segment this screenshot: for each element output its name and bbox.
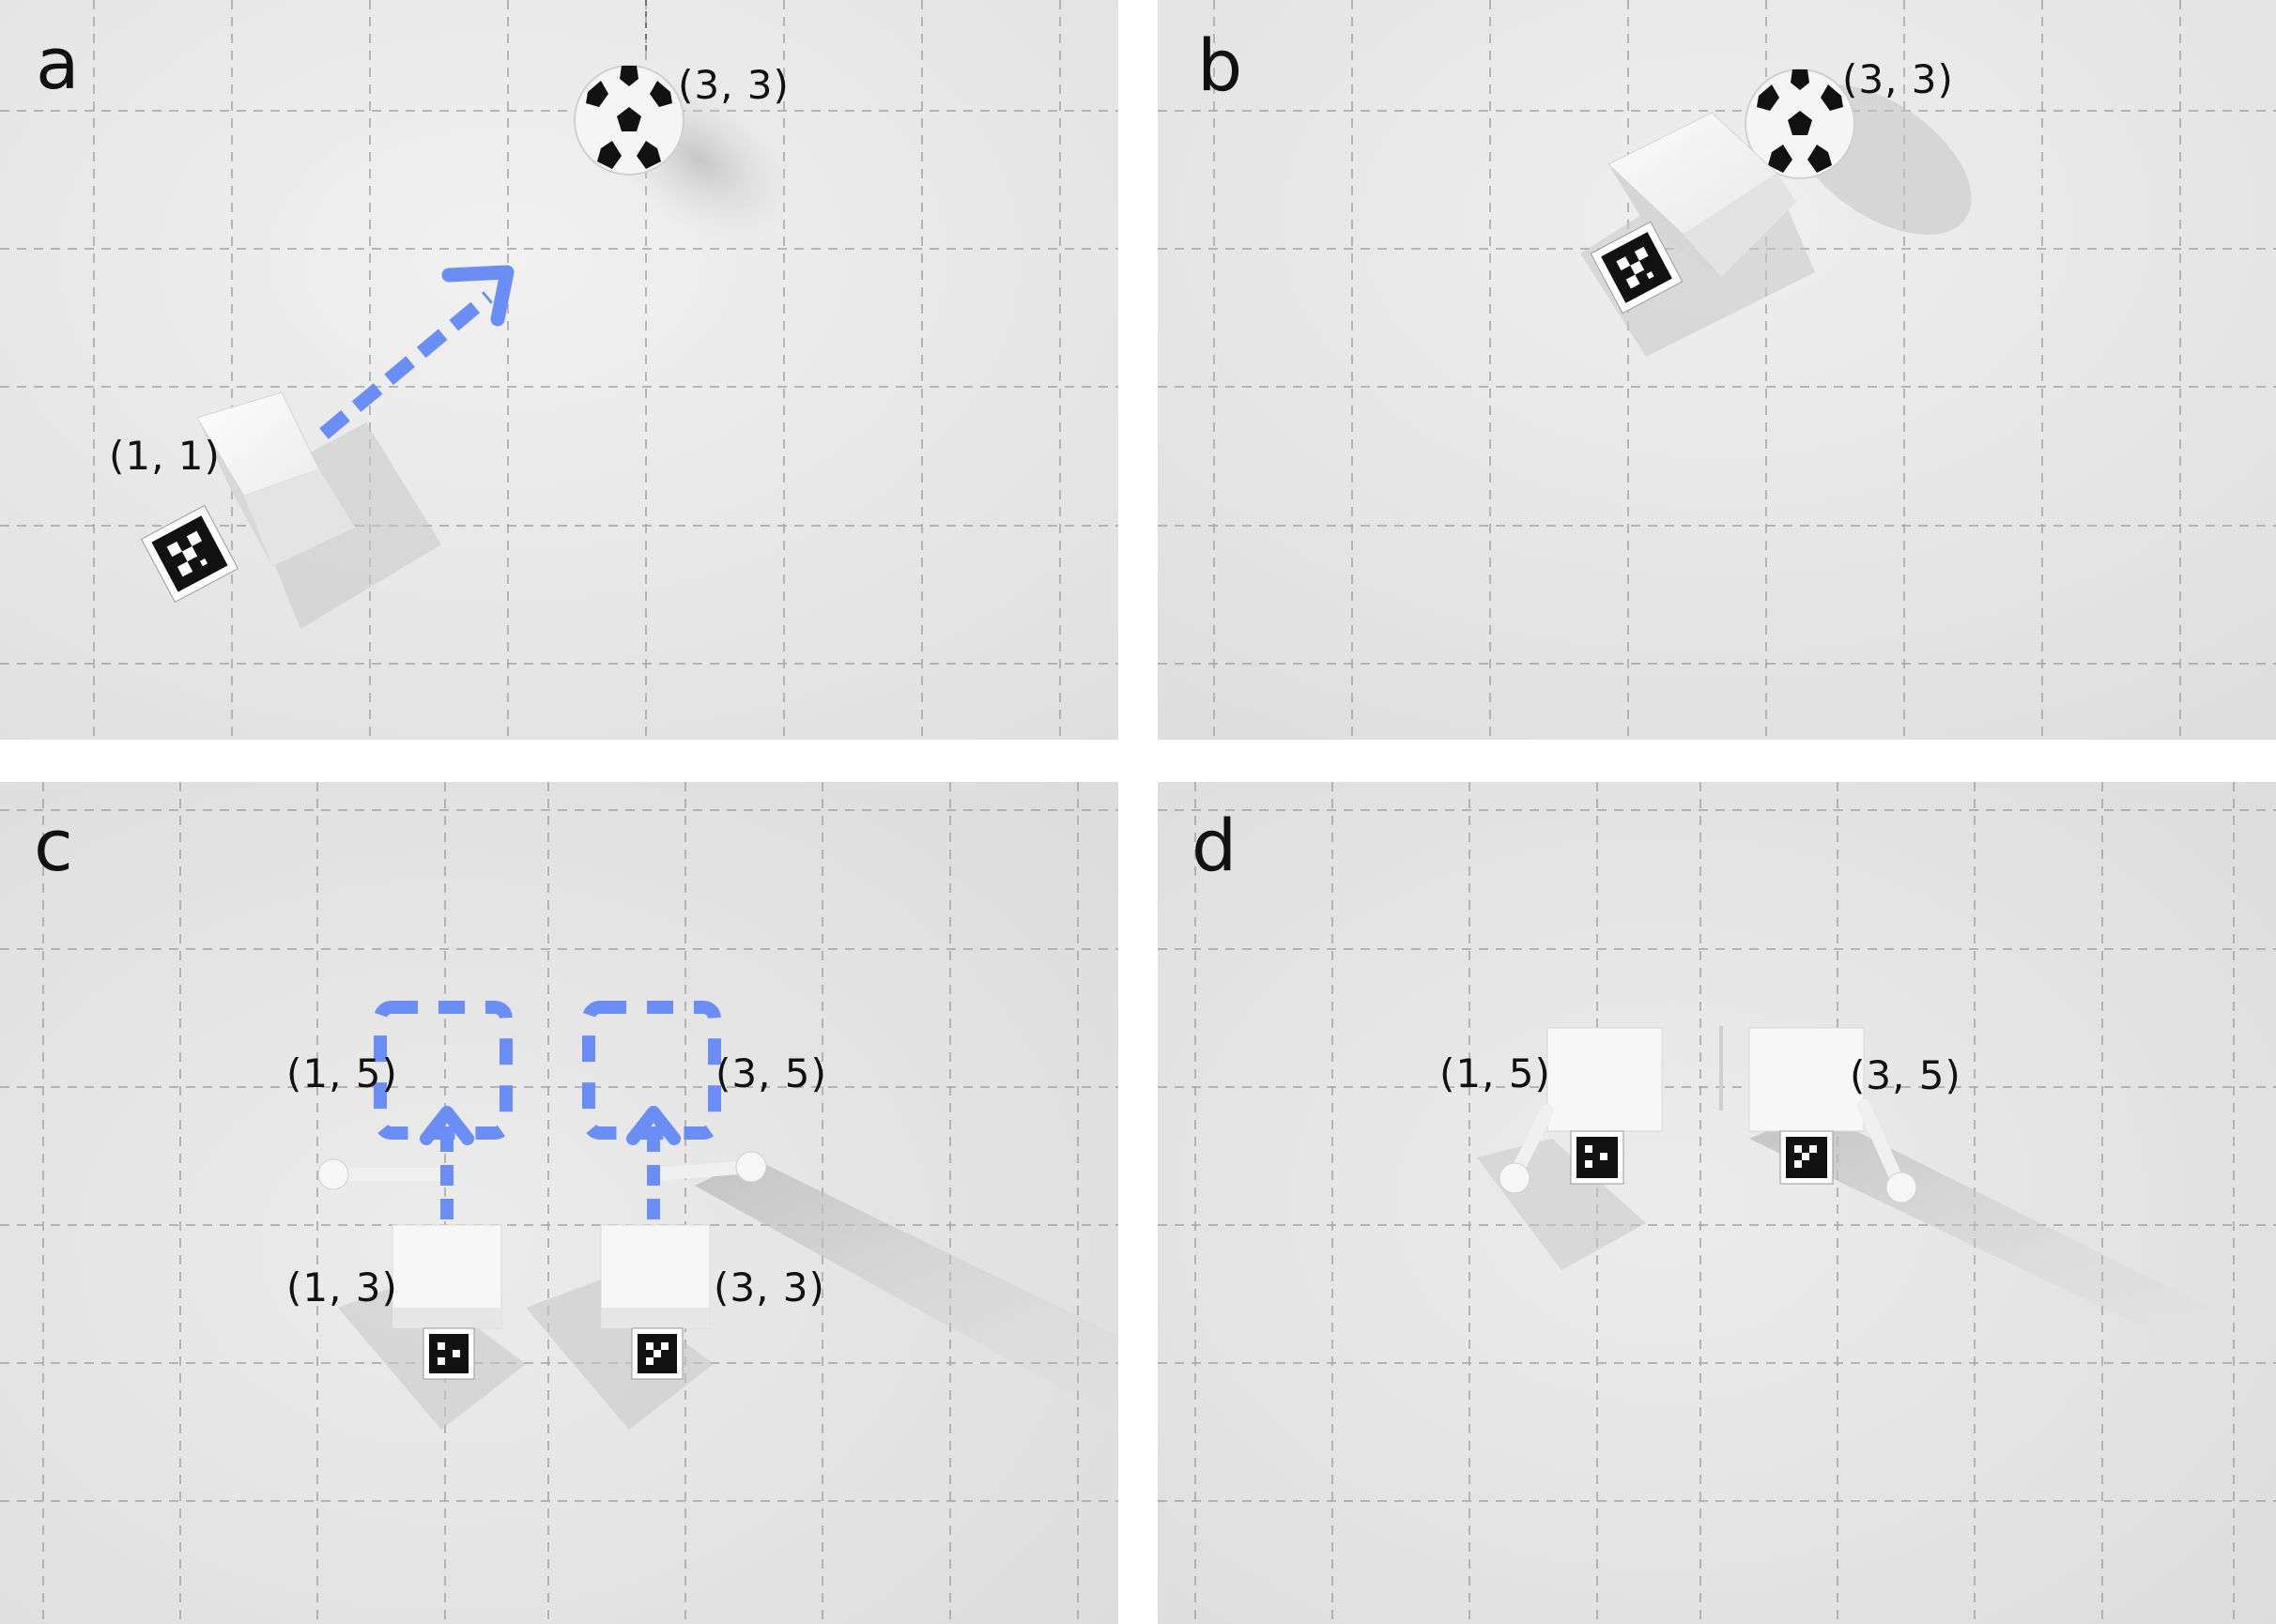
panel-label: b	[1197, 23, 1243, 107]
robot-cube-icon	[1546, 1027, 1663, 1132]
left-start-coordinate-label: (1, 3)	[286, 1264, 398, 1310]
right-coordinate-label: (3, 5)	[1850, 1052, 1961, 1098]
dashed-arrow-icon	[319, 265, 515, 439]
robot-cube-icon	[1748, 1027, 1865, 1132]
dashed-arrow-icon	[420, 1106, 474, 1219]
robot-cube-icon	[600, 1224, 711, 1329]
aruco-marker-icon	[631, 1327, 684, 1380]
panel-c: c (1, 5) (3, 5) (1, 3) (3, 3)	[0, 782, 1118, 1624]
left-coordinate-label: (1, 5)	[1439, 1050, 1551, 1096]
dashed-arrow-icon	[626, 1106, 681, 1219]
gripper-arm-icon	[317, 1158, 448, 1190]
soccer-ball-icon	[1745, 69, 1855, 179]
grid	[1158, 782, 2276, 1624]
panel-d-photo	[1158, 782, 2276, 1624]
soccer-ball-icon	[574, 65, 684, 176]
goal-coordinate-label: (3, 3)	[1842, 56, 1954, 102]
right-start-coordinate-label: (3, 3)	[714, 1264, 825, 1310]
grid	[0, 782, 1118, 1624]
panel-label: c	[34, 804, 73, 887]
grid	[0, 0, 1118, 740]
panel-c-photo	[0, 782, 1118, 1624]
aruco-marker-icon	[1570, 1130, 1624, 1185]
panel-a-photo	[0, 0, 1118, 740]
panel-b: b (3, 3)	[1158, 0, 2276, 740]
panel-b-photo	[1158, 0, 2276, 740]
left-target-coordinate-label: (1, 5)	[286, 1050, 398, 1096]
goal-coordinate-label: (3, 3)	[678, 62, 790, 108]
robot-cube-icon	[392, 1224, 502, 1329]
aruco-marker-icon	[1779, 1130, 1834, 1185]
gripper-arm-icon	[1857, 1099, 1917, 1203]
aruco-marker-icon	[423, 1327, 475, 1380]
robot-cube-icon	[196, 391, 355, 566]
aruco-marker-icon	[140, 504, 239, 604]
panel-a: a (1, 1) (3, 3)	[0, 0, 1118, 740]
panel-label: d	[1192, 804, 1238, 887]
gripper-arm-icon	[1499, 1104, 1554, 1194]
robot-cube-icon	[1607, 112, 1796, 277]
gripper-arm-icon	[651, 1151, 767, 1183]
panel-d: d (1, 5) (3, 5)	[1158, 782, 2276, 1624]
right-target-coordinate-label: (3, 5)	[715, 1050, 827, 1096]
aruco-marker-icon	[1590, 221, 1684, 314]
start-coordinate-label: (1, 1)	[109, 433, 221, 479]
panel-label: a	[36, 22, 80, 105]
